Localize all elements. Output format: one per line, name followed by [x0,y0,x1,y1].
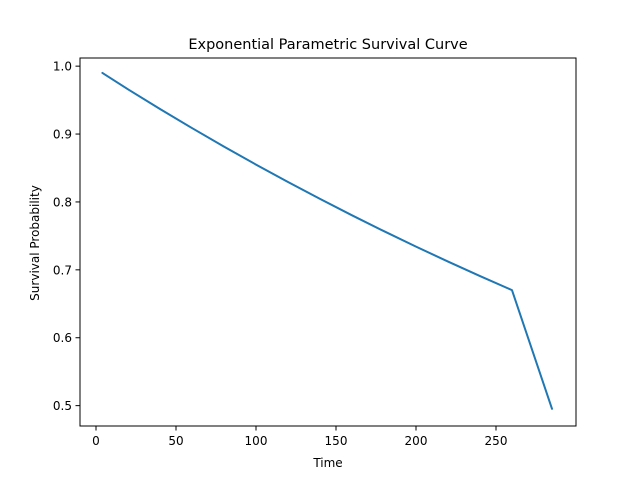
x-tick-label: 250 [485,434,508,448]
y-tick-label: 0.6 [53,331,72,345]
x-axis: 0 50 100 150 200 250 [92,426,507,448]
y-tick-label: 0.7 [53,263,72,277]
y-tick-label: 1.0 [53,60,72,74]
y-axis: 0.5 0.6 0.7 0.8 0.9 1.0 [53,60,80,413]
x-tick-label: 100 [245,434,268,448]
y-tick-label: 0.8 [53,195,72,209]
y-axis-label: Survival Probability [28,185,42,301]
x-tick-label: 50 [168,434,183,448]
y-tick-label: 0.9 [53,128,72,142]
x-tick-label: 200 [405,434,428,448]
series-line-0 [101,71,553,410]
x-axis-label: Time [312,456,342,470]
chart-title: Exponential Parametric Survival Curve [188,37,467,53]
y-tick-label: 0.5 [53,399,72,413]
plot-frame [79,57,577,427]
plot-area [79,57,577,427]
x-tick-label: 0 [92,434,100,448]
x-tick-label: 150 [325,434,348,448]
